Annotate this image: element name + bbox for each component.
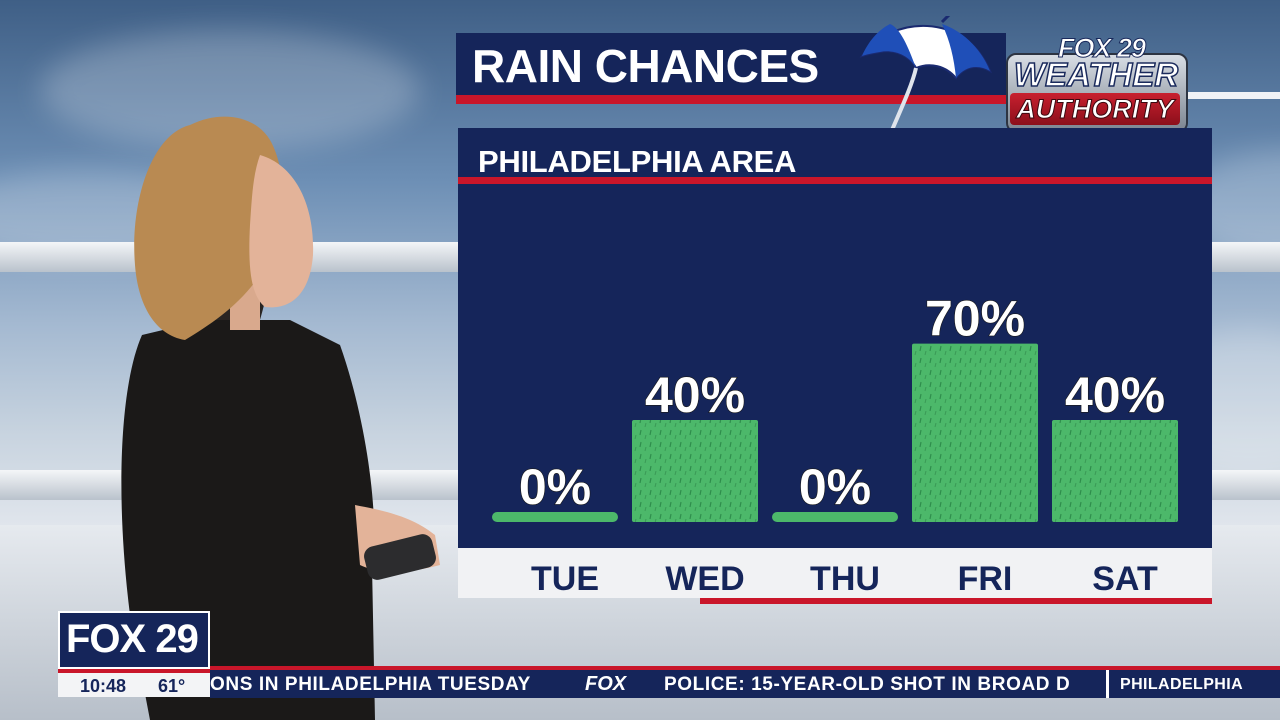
bar-wed: 40% <box>632 366 758 522</box>
logo-authority: AUTHORITY <box>1016 94 1175 125</box>
ticker-location: PHILADELPHIA <box>1120 676 1244 693</box>
bar-thu: 0% <box>772 458 898 522</box>
bug-info-box <box>58 673 210 697</box>
bug-logo: FOX 29 <box>66 617 199 661</box>
umbrella-icon <box>859 16 993 150</box>
bug-logo-box <box>58 611 210 669</box>
bar-rect-tue <box>492 512 618 522</box>
day-label-sat: SAT <box>1092 560 1158 598</box>
data-label-tue: 0% <box>519 459 591 515</box>
bar-rect-thu <box>772 512 898 522</box>
bar-texture-wed <box>632 420 758 522</box>
bar-texture-sat <box>1052 420 1178 522</box>
bar-sat: 40% <box>1052 366 1178 522</box>
ticker-red-stripe <box>210 666 1280 670</box>
day-axis: TUE WED THU FRI SAT <box>531 560 1158 598</box>
ticker-brand: FOX <box>585 673 627 695</box>
ticker-headline-right: POLICE: 15-YEAR-OLD SHOT IN BROAD D <box>664 674 1071 695</box>
station-bug: FOX 29 10:48 61° <box>58 611 210 697</box>
bug-temperature: 61° <box>158 676 186 696</box>
data-label-fri: 70% <box>925 291 1025 347</box>
title-red-stripe <box>456 95 1016 104</box>
graphic-subtitle: PHILADELPHIA AREA <box>478 144 797 179</box>
bar-texture-fri <box>912 343 1038 522</box>
day-label-tue: TUE <box>531 560 599 598</box>
day-label-band: TUE WED THU FRI SAT <box>458 548 1212 598</box>
day-label-fri: FRI <box>958 560 1013 598</box>
day-label-thu: THU <box>810 560 880 598</box>
weather-authority-logo: FOX 29 WEATHER AUTHORITY <box>1004 33 1188 133</box>
data-label-sat: 40% <box>1065 367 1165 423</box>
data-label-wed: 40% <box>645 367 745 423</box>
logo-authority-band <box>1010 93 1180 125</box>
news-ticker: ONS IN PHILADELPHIA TUESDAY FOX POLICE: … <box>210 670 1280 698</box>
bug-red-stripe <box>58 669 210 673</box>
data-label-thu: 0% <box>799 459 871 515</box>
ticker-divider <box>1106 670 1109 698</box>
ticker-headline-left: ONS IN PHILADELPHIA TUESDAY <box>210 674 531 695</box>
rain-chance-chart: 0% 40% 0% 70% 40% <box>492 290 1178 522</box>
bar-fri: 70% <box>912 290 1038 522</box>
bar-tue: 0% <box>492 458 618 522</box>
logo-weather: WEATHER <box>1013 55 1179 94</box>
graphic-title: RAIN CHANCES <box>472 40 819 92</box>
bug-time: 10:48 <box>80 676 127 696</box>
day-red-stripe <box>700 598 1212 604</box>
day-label-wed: WED <box>665 560 744 598</box>
subtitle-red-stripe <box>458 177 1212 184</box>
chart-panel: PHILADELPHIA AREA 0% 40% 0% 70% 40% <box>458 128 1212 548</box>
logo-fox29: FOX 29 <box>1057 33 1146 64</box>
